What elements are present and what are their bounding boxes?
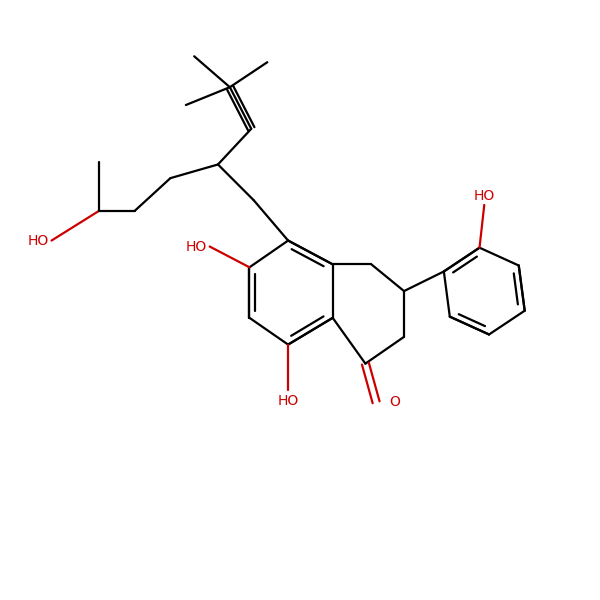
Text: HO: HO (185, 239, 206, 254)
Text: O: O (389, 395, 400, 409)
Text: HO: HO (277, 394, 299, 408)
Text: HO: HO (473, 189, 495, 203)
Text: HO: HO (27, 233, 49, 248)
